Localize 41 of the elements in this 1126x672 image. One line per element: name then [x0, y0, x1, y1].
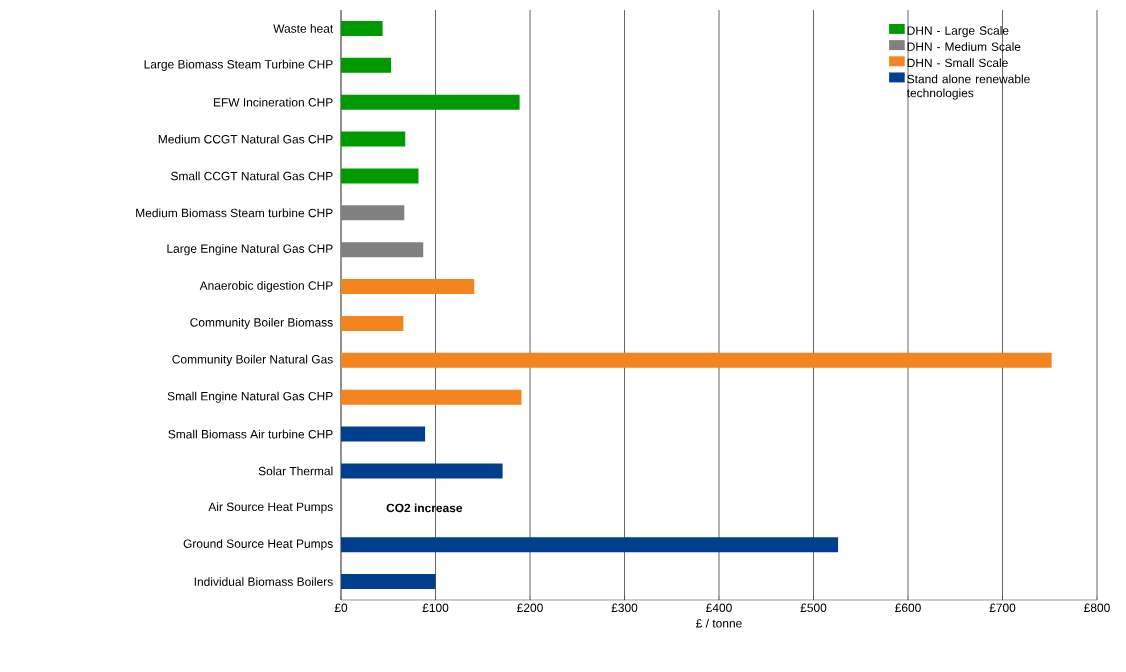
bar: [341, 131, 406, 147]
bar: [341, 205, 405, 221]
bar: [341, 463, 503, 479]
bar: [341, 574, 436, 590]
y-tick-label: Small Engine Natural Gas CHP: [167, 391, 333, 403]
bar: [341, 352, 1052, 368]
y-tick-label: Anaerobic digestion CHP: [199, 281, 333, 293]
y-tick-label: Community Boiler Natural Gas: [172, 354, 333, 366]
x-tick-label: £700: [989, 603, 1016, 612]
y-tick-label: Large Biomass Steam Turbine CHP: [144, 59, 333, 71]
bar: [341, 20, 383, 36]
bar: [341, 426, 426, 442]
y-tick-label: Ground Source Heat Pumps: [183, 539, 333, 551]
x-axis-title: £ / tonne: [696, 618, 742, 628]
x-tick-label: £200: [517, 603, 543, 612]
x-tick-label: £0: [334, 603, 348, 612]
bar: [341, 389, 522, 405]
x-tick-label: £300: [611, 603, 638, 612]
y-tick-label: Medium Biomass Steam turbine CHP: [136, 208, 333, 218]
x-tick-label: £100: [422, 603, 449, 612]
y-tick-label: EFW Incineration CHP: [213, 97, 333, 107]
y-tick-label: Large Engine Natural Gas CHP: [167, 244, 333, 256]
bar: [341, 94, 520, 110]
y-tick-label: Small Biomass Air turbine CHP: [168, 429, 333, 439]
y-tick-label: Medium CCGT Natural Gas CHP: [158, 134, 333, 144]
bar: [341, 537, 839, 553]
bar: [341, 57, 392, 73]
y-tick-label: Waste heat: [273, 24, 334, 33]
x-tick-label: £800: [1084, 603, 1110, 612]
y-tick-label: Solar Thermal: [258, 466, 333, 476]
x-tick-label: £600: [895, 603, 921, 612]
x-tick-label: £500: [800, 603, 827, 612]
bar: [341, 242, 424, 258]
bar: [341, 279, 475, 295]
y-tick-label: Small CCGT Natural Gas CHP: [171, 171, 333, 181]
bar: [341, 315, 404, 331]
x-tick-label: £400: [706, 603, 732, 612]
y-tick-label: Air Source Heat Pumps: [208, 502, 333, 514]
y-tick-label: Community Boiler Biomass: [190, 317, 333, 330]
bar: [341, 168, 419, 184]
y-tick-label: Individual Biomass Boilers: [194, 577, 333, 586]
